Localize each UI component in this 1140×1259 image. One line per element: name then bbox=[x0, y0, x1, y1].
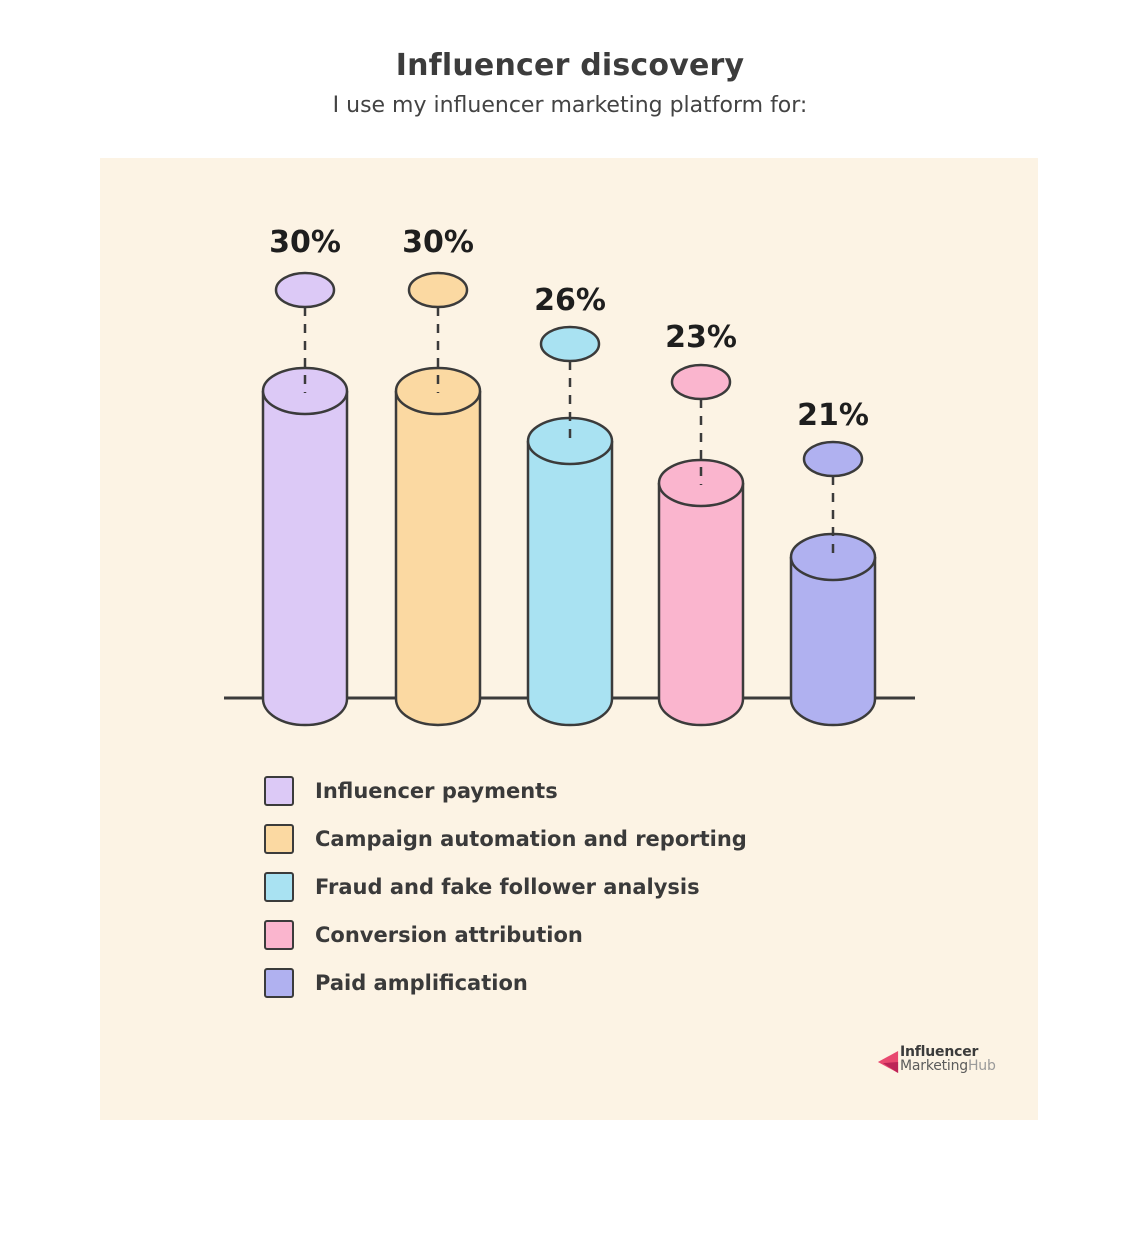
logo-text: Influencer MarketingHub bbox=[900, 1044, 996, 1074]
logo-marketinghub: MarketingHub bbox=[900, 1059, 996, 1074]
bar-value-label-4: 21% bbox=[797, 398, 869, 433]
legend-item: Fraud and fake follower analysis bbox=[264, 872, 747, 902]
bar-top-face-4 bbox=[789, 532, 877, 582]
bar-body-0 bbox=[261, 391, 349, 727]
legend-swatch bbox=[264, 776, 294, 806]
chart-subtitle: I use my influencer marketing platform f… bbox=[332, 93, 808, 118]
legend-label: Influencer payments bbox=[315, 779, 558, 803]
legend-item: Campaign automation and reporting bbox=[264, 824, 747, 854]
legend-item: Paid amplification bbox=[264, 968, 747, 998]
legend-swatch bbox=[264, 872, 294, 902]
legend-label: Paid amplification bbox=[315, 971, 528, 995]
legend: Influencer payments Campaign automation … bbox=[264, 776, 747, 998]
logo-arrow-icon bbox=[877, 1051, 899, 1073]
legend-swatch bbox=[264, 920, 294, 950]
bar-value-label-1: 30% bbox=[402, 225, 474, 260]
legend-label: Fraud and fake follower analysis bbox=[315, 875, 700, 899]
logo-influencer: Influencer bbox=[900, 1044, 979, 1060]
legend-swatch bbox=[264, 968, 294, 998]
bar-value-label-3: 23% bbox=[665, 320, 737, 355]
chart-title: Influencer discovery bbox=[395, 48, 745, 83]
bar-value-label-2: 26% bbox=[534, 283, 606, 318]
legend-item: Influencer payments bbox=[264, 776, 747, 806]
bar-value-label-0: 30% bbox=[269, 225, 341, 260]
legend-item: Conversion attribution bbox=[264, 920, 747, 950]
bar-body-2 bbox=[526, 441, 614, 727]
bar-body-3 bbox=[657, 483, 745, 727]
bar-top-face-3 bbox=[657, 458, 745, 508]
bar-chart: 30% 30% 26% 23% 21% bbox=[224, 225, 915, 727]
bar-body-4 bbox=[789, 557, 877, 727]
bar-body-1 bbox=[394, 391, 482, 727]
bar-top-face-1 bbox=[394, 366, 482, 416]
bar-top-face-2 bbox=[526, 416, 614, 466]
legend-swatch bbox=[264, 824, 294, 854]
bar-float-ellipse-3 bbox=[670, 363, 732, 401]
legend-label: Conversion attribution bbox=[315, 923, 583, 947]
bar-float-ellipse-4 bbox=[802, 440, 864, 478]
logo-arrow-fold bbox=[882, 1062, 899, 1073]
bar-float-ellipse-0 bbox=[274, 271, 336, 309]
logo-hub: Hub bbox=[967, 1058, 996, 1074]
chart-card: 30% 30% 26% 23% 21% Influencer payments Camp… bbox=[100, 158, 1038, 1120]
logo-marketing: Marketing bbox=[900, 1058, 968, 1074]
bar-float-ellipse-1 bbox=[407, 271, 469, 309]
bar-float-ellipse-2 bbox=[539, 325, 601, 363]
brand-logo: Influencer MarketingHub bbox=[877, 1044, 996, 1075]
bar-top-face-0 bbox=[261, 366, 349, 416]
legend-label: Campaign automation and reporting bbox=[315, 827, 747, 851]
